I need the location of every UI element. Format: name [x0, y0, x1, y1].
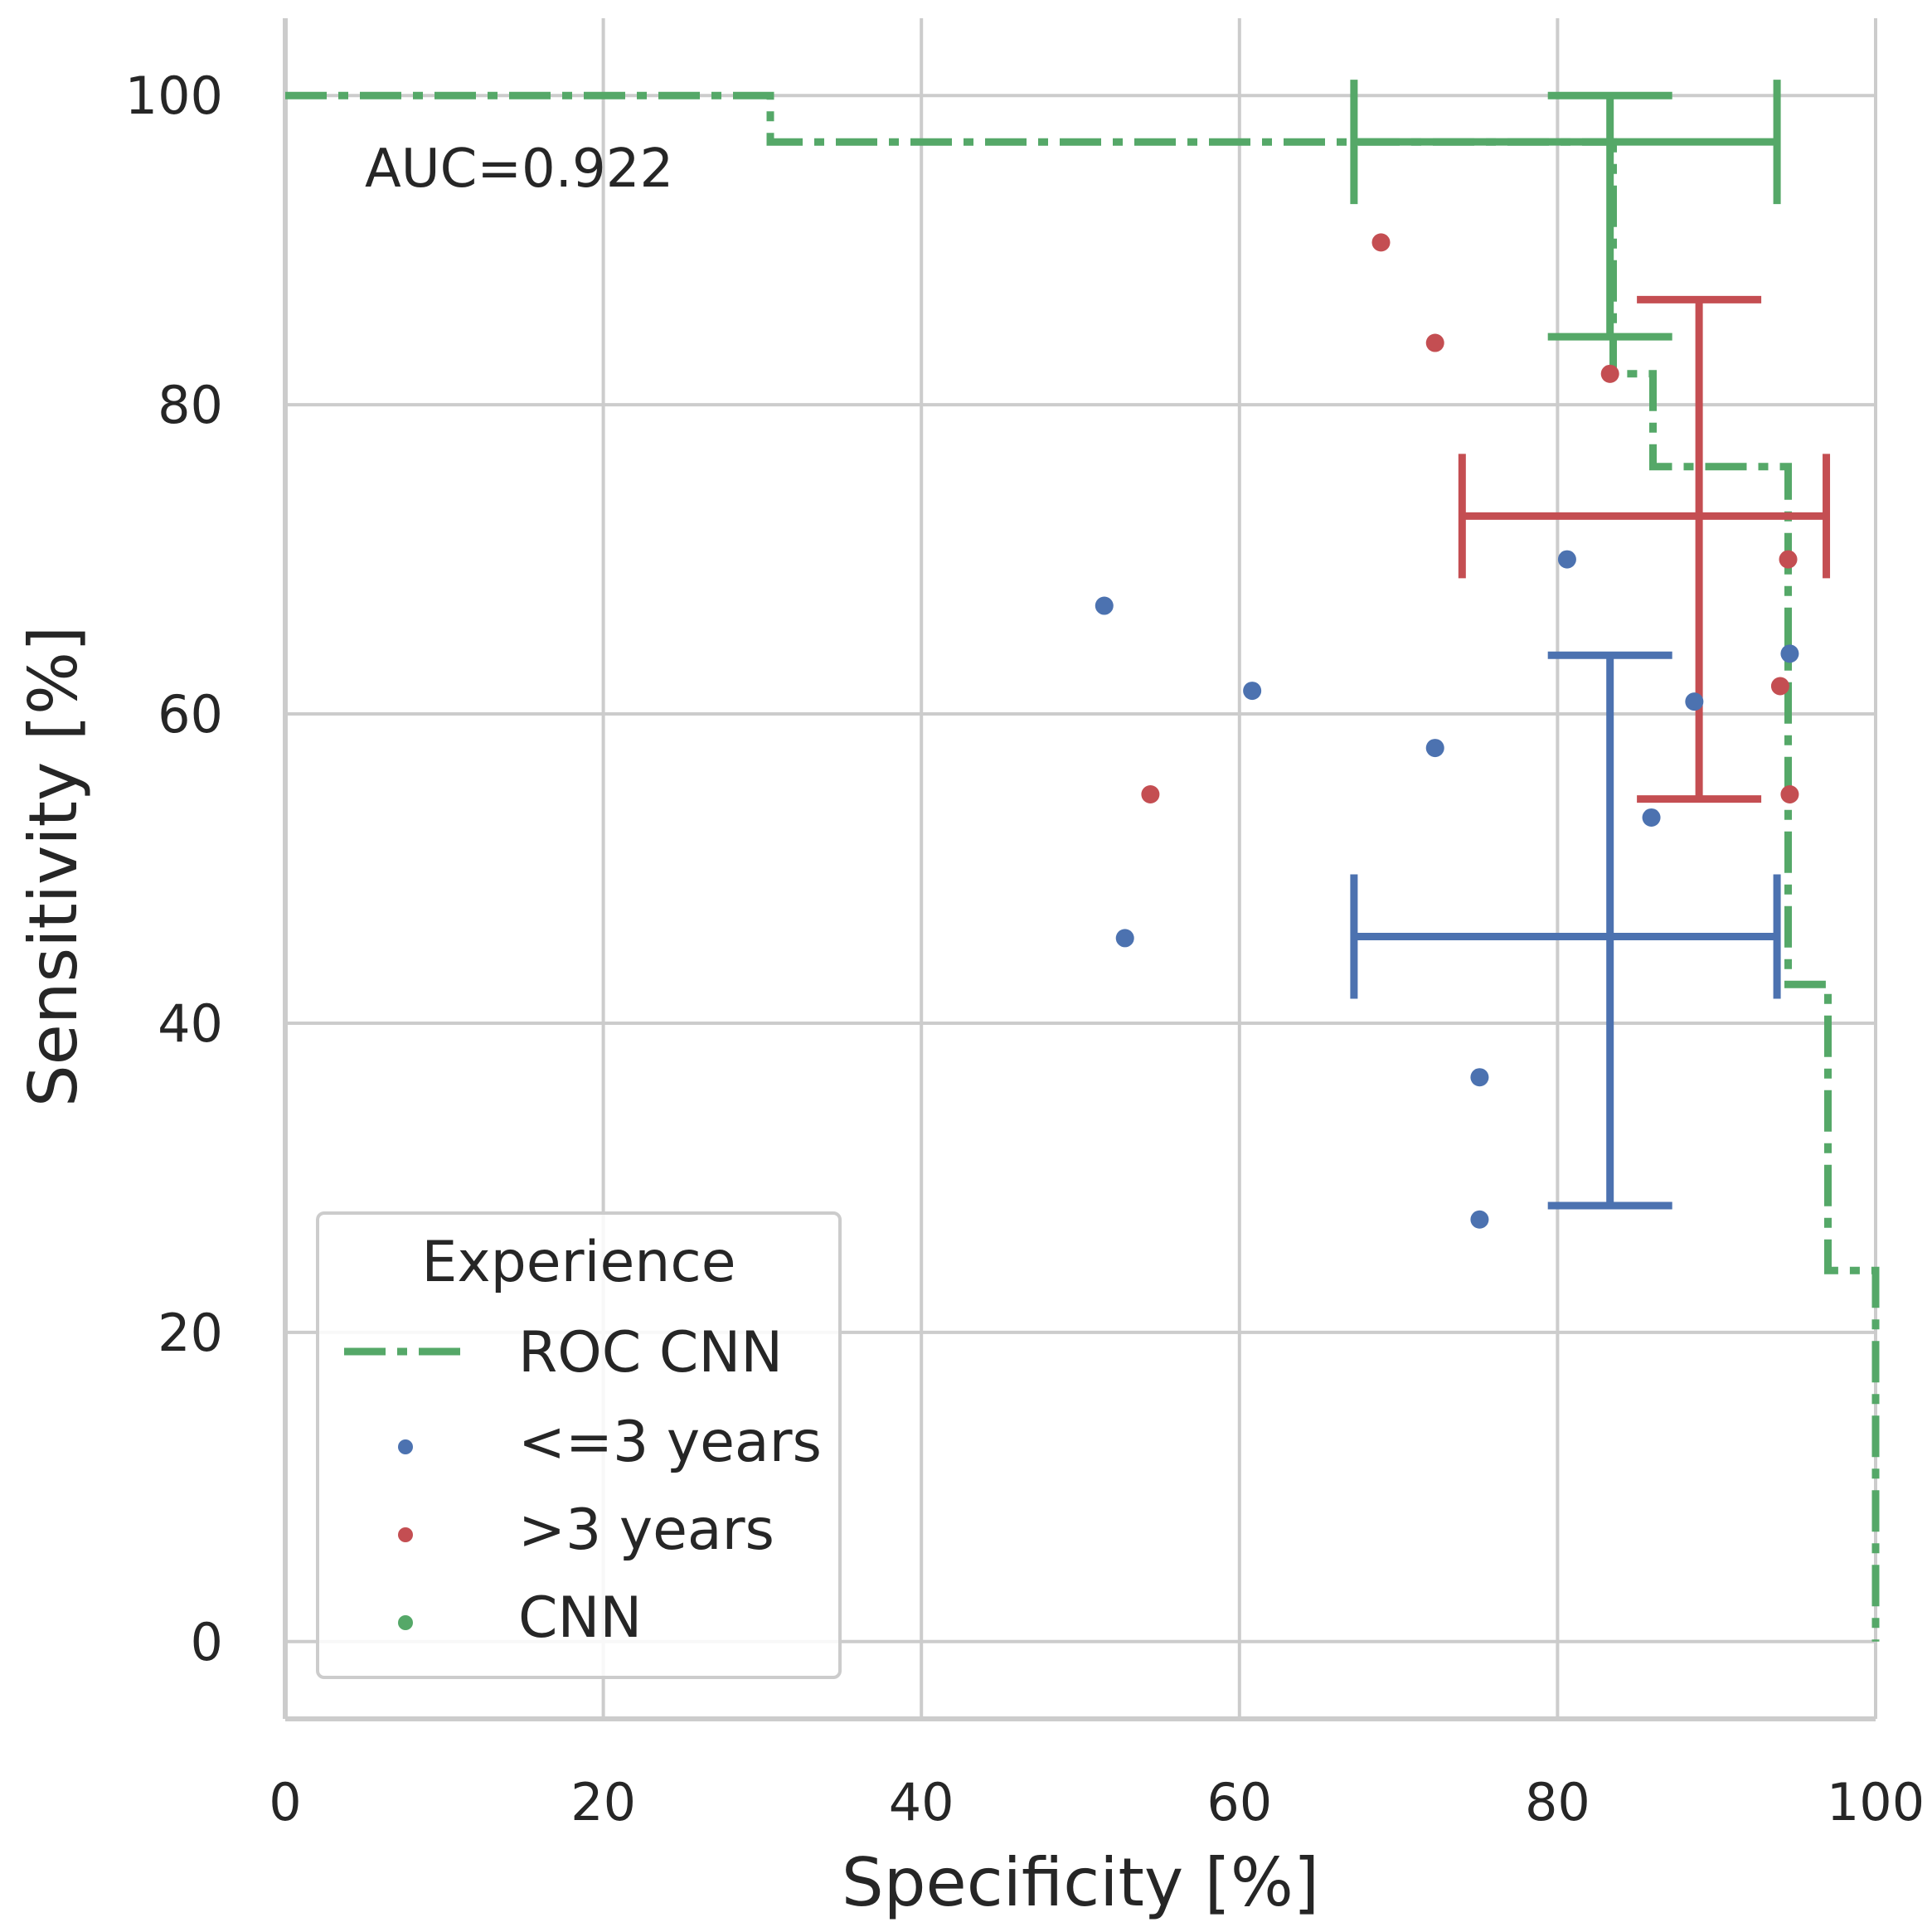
error-bars-layer	[1350, 80, 1831, 1210]
axes: 0 20 40 60 80 100 0 20 40 60 80 100	[125, 18, 1925, 1832]
auc-annotation: AUC=0.922	[365, 138, 673, 200]
x-tick-label: 60	[1206, 1772, 1272, 1832]
3-years-data-point	[1141, 785, 1160, 804]
3-years-data-point	[1770, 677, 1789, 696]
3-years-data-point	[1095, 596, 1114, 615]
x-tick-label: 20	[570, 1772, 636, 1832]
legend-label-gt3: >3 years	[518, 1497, 774, 1563]
legend-label-roc: ROC CNN	[518, 1320, 783, 1386]
y-tick-label: 60	[158, 684, 223, 745]
3-years-data-point	[1780, 644, 1799, 663]
legend-label-cnn: CNN	[518, 1585, 642, 1651]
3-years-data-point	[1425, 739, 1444, 758]
3-years-data-point	[1685, 692, 1704, 711]
legend: Experience ROC CNN <=3 years >3 years CN…	[316, 1211, 842, 1679]
3-years-data-point	[1115, 929, 1134, 948]
y-tick-label: 80	[158, 375, 223, 435]
legend-marker-gt3	[398, 1527, 413, 1542]
3-years-data-point	[1600, 364, 1619, 383]
y-tick-label: 0	[191, 1612, 223, 1672]
legend-box	[316, 1211, 842, 1679]
3-years-data-point	[1470, 1210, 1489, 1229]
3-years-data-point	[1470, 1068, 1489, 1087]
x-axis-label: Specificity [%]	[842, 1844, 1319, 1921]
roc-cnn-curve	[285, 91, 1880, 1642]
3-years-data-point	[1779, 550, 1798, 569]
legend-marker-le3	[398, 1439, 413, 1454]
x-tick-label: 0	[269, 1772, 301, 1832]
legend-marker-cnn	[398, 1615, 413, 1630]
3-years-data-point	[1780, 785, 1799, 804]
x-tick-label: 80	[1525, 1772, 1590, 1832]
y-tick-label: 40	[158, 993, 223, 1054]
x-tick-label: 100	[1827, 1772, 1925, 1832]
roc-curve-layer	[285, 91, 1880, 1642]
3-years-data-point	[1425, 333, 1444, 352]
x-tick-label: 40	[889, 1772, 954, 1832]
3-years-data-point	[1243, 682, 1262, 701]
y-axis-label: Sensitivity [%]	[15, 626, 92, 1107]
3-years-data-point	[1557, 550, 1576, 569]
scatter-points-layer	[1095, 233, 1799, 1229]
legend-title: Experience	[421, 1230, 735, 1295]
legend-label-le3: <=3 years	[518, 1410, 822, 1475]
y-tick-label: 20	[158, 1303, 223, 1363]
y-tick-label: 100	[125, 66, 223, 126]
3-years-data-point	[1371, 233, 1391, 252]
3-years-data-point	[1642, 808, 1661, 827]
